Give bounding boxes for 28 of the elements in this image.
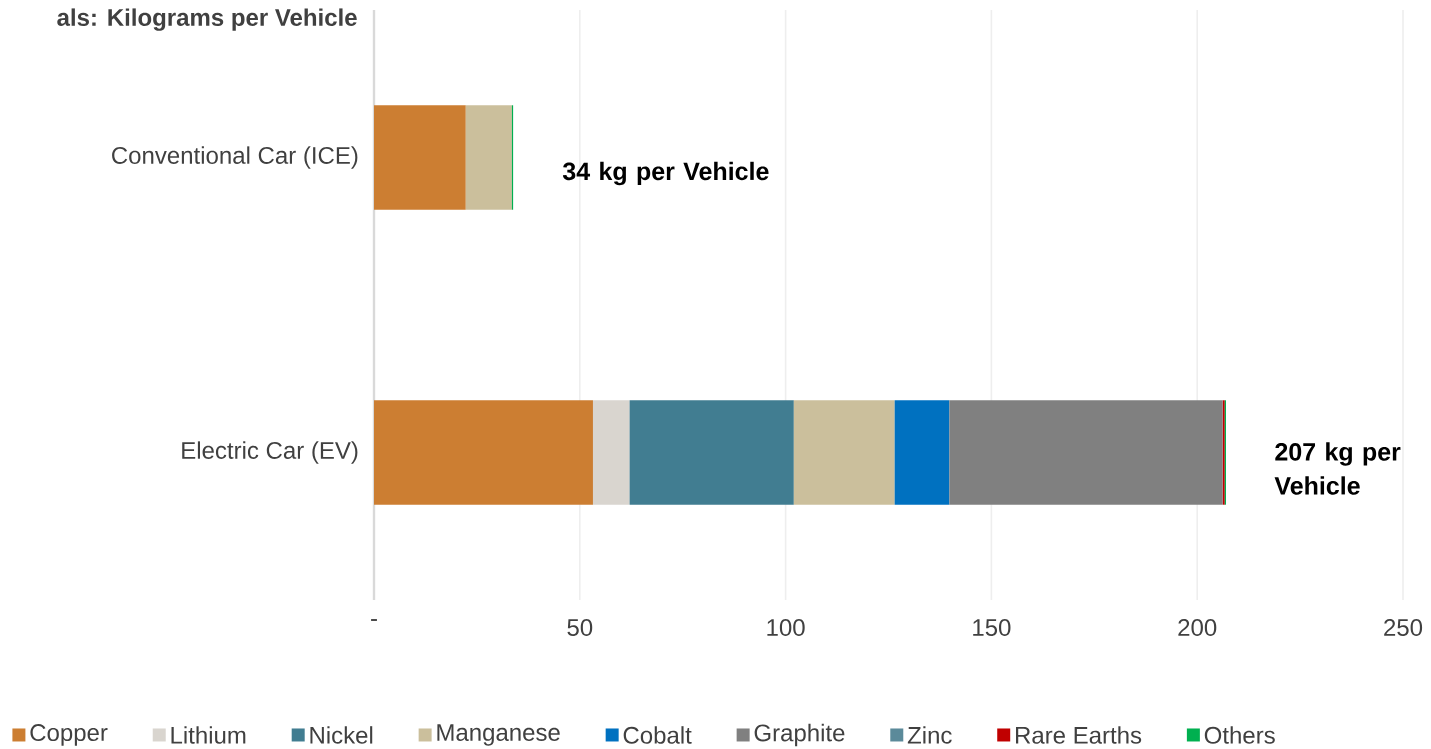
legend-label: Rare Earths [1016,726,1142,744]
x-tick-label: 50 [567,619,593,637]
legend-label: Cobalt [623,726,692,744]
legend-label: Others [1204,726,1275,744]
y-tick-label: Conventional Car (ICE) [112,146,358,169]
bar [374,105,466,210]
x-tick-label: 250 [1384,619,1423,637]
bar [629,400,794,505]
legend-label: Lithium [171,726,246,744]
bar [793,400,895,505]
x-tick-label: - [371,619,377,621]
legend-label: Graphite [754,723,845,747]
annotation: 34 kg per Vehicle [562,161,769,186]
annotation: 207 kg per Vehicle [1274,442,1401,495]
bar [465,105,512,210]
bar [949,400,1223,505]
legend-label: Nickel [310,726,373,744]
legend-label: Manganese [437,724,560,746]
x-tick-label: 100 [767,619,805,637]
x-tick-label: 150 [973,619,1011,637]
y-tick-label: Electric Car (EV) [182,441,358,464]
bar [374,400,593,505]
x-tick-label: 200 [1178,619,1217,637]
bar [894,400,950,505]
chart-title: als: Kilograms per Vehicle [57,8,357,31]
bar [592,400,630,505]
legend-label: Zinc [907,726,952,744]
legend-label: Copper [30,724,108,746]
